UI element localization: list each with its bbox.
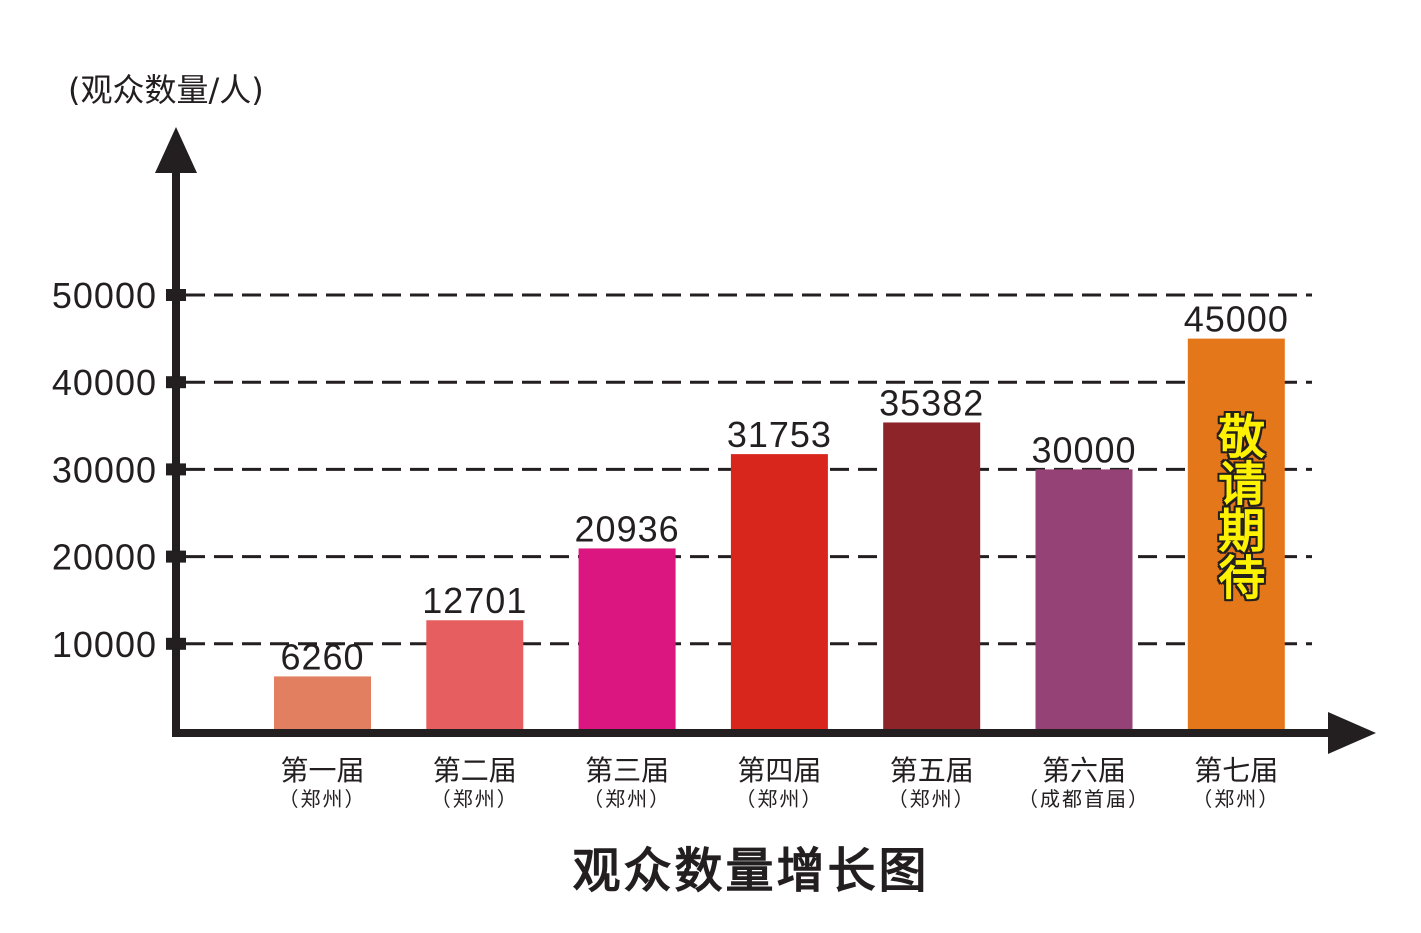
bar bbox=[274, 676, 371, 733]
y-tick-mark bbox=[166, 463, 186, 476]
y-tick-label: 50000 bbox=[52, 275, 157, 316]
y-tick-label: 40000 bbox=[52, 362, 157, 403]
chart-labels: 10000200003000040000500006260第一届（郑州）1270… bbox=[52, 275, 1289, 811]
y-axis-arrow bbox=[155, 127, 197, 173]
x-tick-label: 第三届 bbox=[585, 754, 669, 787]
x-tick-label: 第七届 bbox=[1194, 754, 1278, 787]
bar-value-label: 30000 bbox=[1031, 429, 1136, 470]
x-tick-sublabel: （郑州） bbox=[1192, 787, 1280, 811]
x-tick-sublabel: （郑州） bbox=[583, 787, 671, 811]
x-tick-label: 第二届 bbox=[433, 754, 517, 787]
bar-value-label: 12701 bbox=[422, 580, 527, 621]
y-tick-label: 20000 bbox=[52, 537, 157, 578]
y-tick-mark bbox=[166, 550, 186, 563]
bar-value-label: 20936 bbox=[575, 508, 680, 549]
bar-annotation: 敬请期待 bbox=[1209, 411, 1265, 600]
x-tick-label: 第五届 bbox=[890, 754, 974, 787]
x-tick-sublabel: （郑州） bbox=[279, 787, 367, 811]
bar bbox=[883, 422, 981, 733]
x-tick-label: 第一届 bbox=[280, 754, 364, 787]
y-tick-marks bbox=[166, 289, 186, 650]
x-tick-sublabel: （郑州） bbox=[888, 787, 976, 811]
y-tick-label: 30000 bbox=[52, 449, 157, 490]
x-axis-arrow bbox=[1328, 712, 1376, 754]
x-tick-sublabel: （郑州） bbox=[735, 787, 823, 811]
x-tick-label: 第四届 bbox=[737, 754, 821, 787]
bar-value-label: 45000 bbox=[1184, 299, 1289, 340]
bar-value-label: 31753 bbox=[727, 414, 832, 455]
bars bbox=[274, 338, 1285, 733]
y-tick-mark bbox=[166, 637, 186, 650]
bar bbox=[578, 548, 676, 733]
bar bbox=[1187, 338, 1285, 733]
y-tick-label: 10000 bbox=[52, 624, 157, 665]
bar bbox=[730, 454, 828, 733]
x-tick-label: 第六届 bbox=[1042, 754, 1126, 787]
bar-value-label: 6260 bbox=[280, 636, 364, 677]
y-tick-mark bbox=[166, 289, 186, 301]
bar-value-label: 35382 bbox=[879, 382, 984, 423]
y-tick-mark bbox=[166, 376, 186, 389]
chart-title: 观众数量增长图 bbox=[572, 843, 929, 899]
x-tick-sublabel: （成都首届） bbox=[1018, 787, 1150, 811]
x-tick-sublabel: （郑州） bbox=[431, 787, 519, 811]
y-axis-label: (观众数量/人) bbox=[68, 71, 264, 109]
bar bbox=[1035, 469, 1133, 733]
bar bbox=[426, 620, 524, 733]
